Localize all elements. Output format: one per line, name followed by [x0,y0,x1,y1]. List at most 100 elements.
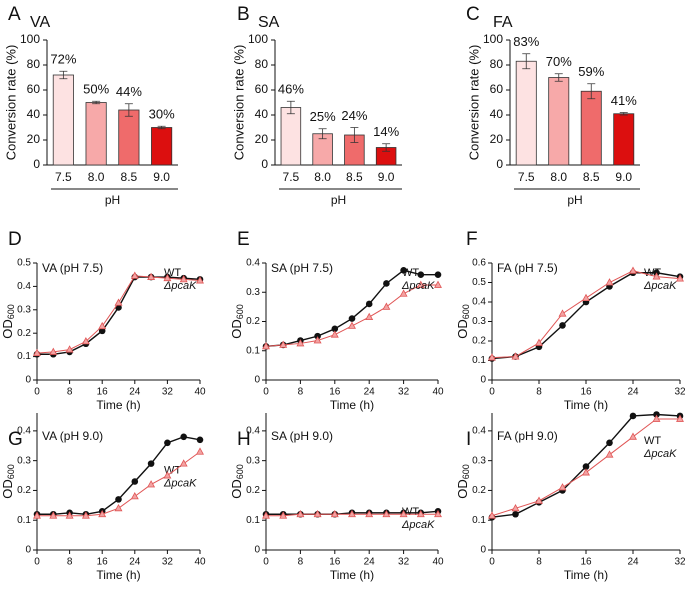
marker [582,293,590,301]
y-tick-label: 0 [25,545,31,556]
marker [582,463,590,470]
marker [629,266,637,274]
y-tick-label: 0.2 [17,328,31,339]
x-tick-label: 24 [627,557,639,568]
error-bar [382,143,391,152]
y-tick-label: 0 [254,375,260,386]
error-bar [522,53,531,70]
marker [130,492,139,500]
y-tick-label: 0 [480,375,486,386]
x-tick-label: 40 [194,387,206,398]
bar [118,109,140,166]
y-tick-label: 100 [20,32,40,46]
x-tick-label: 40 [432,557,444,568]
x-tick-label: 32 [398,557,410,568]
title: SA [258,14,280,31]
x-tick-label: 9.0 [378,170,395,184]
panel-letter: B [237,4,250,25]
panel-letter: C [466,4,480,25]
panel-letter: G [8,429,23,450]
y-tick-label: 0.6 [472,258,486,269]
marker [348,315,356,322]
x-tick-label: 32 [162,387,174,398]
x-tick-label: 16 [329,557,341,568]
y-axis-label: OD600 [229,464,245,499]
value-label: 72% [50,52,76,67]
x-axis-label: Time (h) [330,568,374,582]
marker [558,483,567,491]
error-bar [619,112,628,116]
error-bar [554,73,563,82]
x-tick-label: 16 [97,387,109,398]
x-tick-label: 40 [432,387,444,398]
y-tick-label: 0.1 [17,515,31,526]
marker [180,433,187,441]
panel-letter: I [466,429,471,450]
x-tick-label: 7.5 [55,170,72,184]
y-tick-label: 0.4 [472,426,486,437]
x-tick-label: 32 [674,557,685,568]
value-label: 83% [513,34,539,49]
marker [296,509,305,518]
x-tick-label: 8 [536,557,542,568]
value-label: 59% [578,64,604,79]
x-tick-label: 8 [536,387,542,398]
y-tick-label: 100 [483,32,503,46]
marker [488,511,496,519]
value-label: 41% [611,93,637,108]
marker [147,480,156,488]
y-tick-label: 0 [496,157,503,171]
marker [365,509,374,518]
legend-label: ΔpcaK [163,477,197,489]
y-axis-label: OD600 [455,464,471,499]
y-tick-label: 100 [248,32,268,46]
marker [163,471,172,479]
bar [548,77,570,166]
error-bar [318,128,327,140]
y-tick-label: 20 [27,132,41,146]
x-axis-label: Time (h) [564,568,608,582]
marker [629,432,637,440]
x-tick-label: 8 [67,387,73,398]
legend-label: ΔpcaK [163,280,197,292]
y-axis-label-main: OD [0,319,15,339]
y-axis-label: Conversion rate (%) [231,45,246,161]
marker [417,271,425,279]
y-tick-label: 0 [254,545,260,556]
marker [98,327,106,335]
marker [558,309,567,317]
marker [416,280,425,288]
y-tick-label: 40 [490,107,504,121]
legend-label: ΔpcaK [401,519,435,531]
x-axis-label: Time (h) [96,568,140,582]
marker [313,509,322,518]
marker [147,272,156,280]
marker [348,321,356,329]
y-axis-label: OD600 [229,304,245,339]
value-label: 24% [341,108,367,123]
marker [511,352,520,360]
y-tick-label: 0 [25,375,31,386]
y-axis-label-subscript: 600 [235,464,245,479]
value-label: 14% [373,124,399,139]
x-tick-label: 24 [364,557,376,568]
marker [330,330,339,338]
x-tick-label: 0 [489,387,495,398]
x-tick-label: 9.0 [615,170,632,184]
y-tick-label: 0.3 [246,455,260,466]
error-bar [286,100,295,115]
y-tick-label: 0.2 [472,336,486,347]
marker [114,503,123,512]
marker [313,336,322,344]
marker [130,271,139,279]
marker [605,278,614,286]
y-axis-label-subscript: 600 [235,304,245,319]
title: FA [493,14,513,31]
marker [262,342,270,350]
marker [196,276,204,284]
x-tick-label: 8.5 [121,170,138,184]
y-tick-label: 0.1 [17,351,31,362]
y-tick-label: 20 [255,132,269,146]
value-label: 44% [116,84,142,99]
marker [179,459,188,467]
